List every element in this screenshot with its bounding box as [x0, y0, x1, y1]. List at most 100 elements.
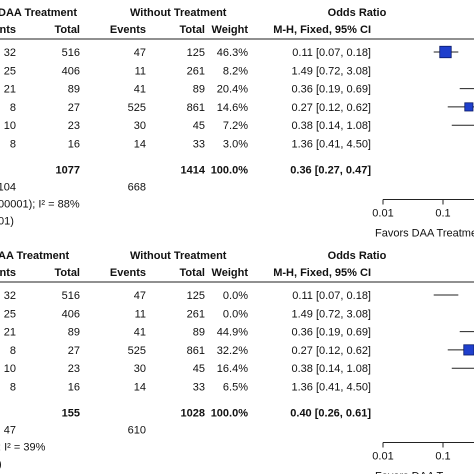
study-total-control: 861: [187, 345, 205, 357]
favors-label: Favors DAA Treatment: [375, 228, 474, 240]
study-events-control: 41: [134, 84, 146, 96]
heterogeneity-text: 00001); I² = 88%: [0, 199, 80, 211]
study-weight: 44.9%: [217, 327, 248, 339]
total-events-treatment: 104: [0, 182, 16, 194]
study-or-ci: 0.27 [0.12, 0.62]: [291, 102, 371, 114]
study-total-treatment: 23: [68, 363, 80, 375]
x-axis-tick-label: 0.1: [435, 208, 450, 220]
study-total-control: 33: [193, 382, 205, 394]
study-total-treatment: 516: [62, 290, 80, 302]
favors-label: Favors DAA T: [375, 471, 444, 474]
study-events-control: 30: [134, 363, 146, 375]
total-events-treatment: 47: [4, 425, 16, 437]
study-total-treatment: 23: [68, 120, 80, 132]
total-weight: 100.0%: [211, 165, 249, 177]
study-weight: 20.4%: [217, 84, 248, 96]
study-total-treatment: 89: [68, 84, 80, 96]
total-treatment: 1077: [56, 165, 80, 177]
study-or-ci: 1.49 [0.72, 3.08]: [291, 65, 371, 77]
study-or-ci: 1.36 [0.41, 4.50]: [291, 139, 371, 151]
header-total-col: Total: [55, 267, 80, 279]
total-control: 1414: [181, 165, 206, 177]
study-point-marker: [439, 45, 452, 59]
study-total-treatment: 16: [68, 382, 80, 394]
study-events-treatment: 21: [4, 84, 16, 96]
header-weight-col: Weight: [212, 24, 249, 36]
total-control: 1028: [181, 408, 205, 420]
header-events2-col: Events: [110, 24, 146, 36]
study-or-ci: 0.27 [0.12, 0.62]: [291, 345, 371, 357]
header-method-col: M-H, Fixed, 95% CI: [273, 24, 371, 36]
study-events-treatment: 21: [4, 327, 16, 339]
study-weight: 16.4%: [217, 363, 248, 375]
study-total-treatment: 27: [68, 102, 80, 114]
study-events-treatment: 25: [4, 65, 16, 77]
study-total-control: 125: [187, 47, 205, 59]
header-control-group: Without Treatment: [130, 250, 227, 262]
heterogeneity-text: ; I² = 39%: [0, 442, 46, 454]
header-total-col: Total: [55, 24, 80, 36]
study-total-treatment: 89: [68, 327, 80, 339]
study-events-treatment: 8: [10, 382, 16, 394]
study-events-control: 47: [134, 290, 146, 302]
x-axis-tick-label: 0.1: [435, 451, 450, 463]
x-axis-tick-label: 0.01: [372, 451, 393, 463]
study-events-treatment: 25: [4, 308, 16, 320]
study-events-control: 47: [134, 47, 146, 59]
header-odds-ratio: Odds Ratio: [328, 7, 387, 19]
study-total-treatment: 16: [68, 139, 80, 151]
study-events-treatment: 8: [10, 102, 16, 114]
study-total-control: 261: [187, 65, 205, 77]
study-weight: 0.0%: [223, 290, 248, 302]
study-events-control: 41: [134, 327, 146, 339]
overall-effect-text: 01): [0, 216, 14, 228]
study-or-ci: 0.38 [0.14, 1.08]: [291, 363, 371, 375]
header-odds-ratio: Odds Ratio: [328, 250, 387, 262]
study-or-ci: 1.49 [0.72, 3.08]: [291, 308, 371, 320]
header-events2-col: Events: [110, 267, 146, 279]
study-total-control: 261: [187, 308, 205, 320]
header-method-col: M-H, Fixed, 95% CI: [273, 267, 371, 279]
study-point-marker: [464, 102, 474, 112]
header-events-col: nts: [0, 24, 16, 36]
study-total-control: 33: [193, 139, 205, 151]
header-total2-col: Total: [180, 267, 205, 279]
study-point-marker: [463, 344, 474, 356]
header-control-group: Without Treatment: [130, 7, 227, 19]
study-events-treatment: 32: [4, 290, 16, 302]
header-treatment-group: AA Treatment: [0, 250, 69, 262]
study-weight: 3.0%: [223, 139, 248, 151]
study-total-treatment: 406: [62, 65, 80, 77]
study-weight: 14.6%: [217, 102, 248, 114]
study-or-ci: 0.36 [0.19, 0.69]: [291, 327, 371, 339]
study-or-ci: 0.11 [0.07, 0.18]: [292, 290, 371, 302]
header-events-col: nts: [0, 267, 16, 279]
study-weight: 32.2%: [217, 345, 248, 357]
study-or-ci: 0.11 [0.07, 0.18]: [292, 47, 371, 59]
total-events-control: 610: [128, 425, 146, 437]
study-or-ci: 0.38 [0.14, 1.08]: [291, 120, 371, 132]
header-treatment-group: DAA Treatment: [0, 7, 77, 19]
study-weight: 7.2%: [223, 120, 248, 132]
total-weight: 100.0%: [211, 408, 249, 420]
study-events-treatment: 8: [10, 345, 16, 357]
overall-effect-text: ): [0, 459, 2, 471]
study-events-treatment: 10: [4, 120, 16, 132]
study-events-control: 14: [134, 139, 146, 151]
total-or-ci: 0.36 [0.27, 0.47]: [290, 165, 371, 177]
study-total-control: 125: [187, 290, 205, 302]
study-total-control: 861: [187, 102, 205, 114]
study-total-control: 89: [193, 84, 205, 96]
study-total-treatment: 516: [62, 47, 80, 59]
study-total-control: 45: [193, 120, 205, 132]
study-events-treatment: 32: [4, 47, 16, 59]
total-events-control: 668: [128, 182, 146, 194]
x-axis-tick-label: 0.01: [372, 208, 393, 220]
total-or-ci: 0.40 [0.26, 0.61]: [290, 408, 371, 420]
study-weight: 6.5%: [223, 382, 248, 394]
study-events-control: 30: [134, 120, 146, 132]
study-or-ci: 0.36 [0.19, 0.69]: [291, 84, 371, 96]
study-events-treatment: 10: [4, 363, 16, 375]
study-total-treatment: 406: [62, 308, 80, 320]
